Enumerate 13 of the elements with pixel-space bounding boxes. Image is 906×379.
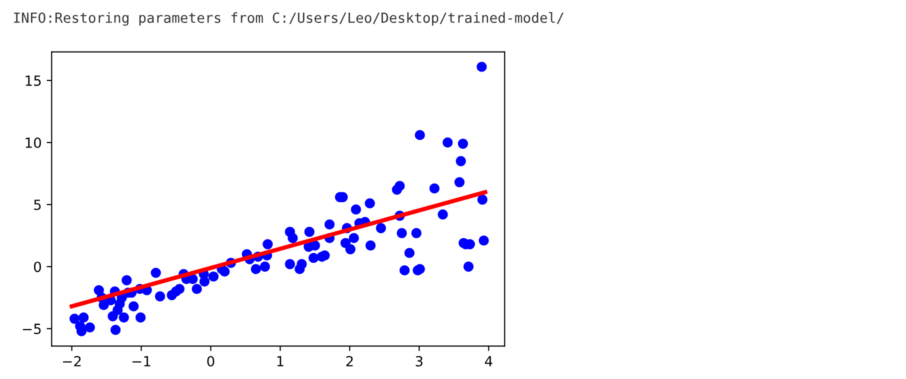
x-tick-label: 1 — [277, 356, 284, 366]
x-tick-label: 4 — [484, 356, 492, 366]
y-tick-label: 10 — [26, 137, 41, 148]
y-tick-label: 5 — [34, 200, 41, 210]
x-tick-label: 2 — [346, 356, 353, 366]
x-tick-label: 3 — [416, 356, 422, 366]
y-tick-label: 15 — [26, 76, 41, 86]
x-tick-label: −1 — [132, 356, 150, 366]
x-tick-label: 0 — [207, 356, 214, 366]
text: INFO:Restoring parameters from C:/Users/Leo/Desktop/trained-model/ — [14, 12, 564, 26]
x-tick-label: −2 — [63, 356, 81, 366]
y-tick-label: −5 — [22, 324, 41, 334]
y-tick-label: 0 — [34, 262, 41, 272]
